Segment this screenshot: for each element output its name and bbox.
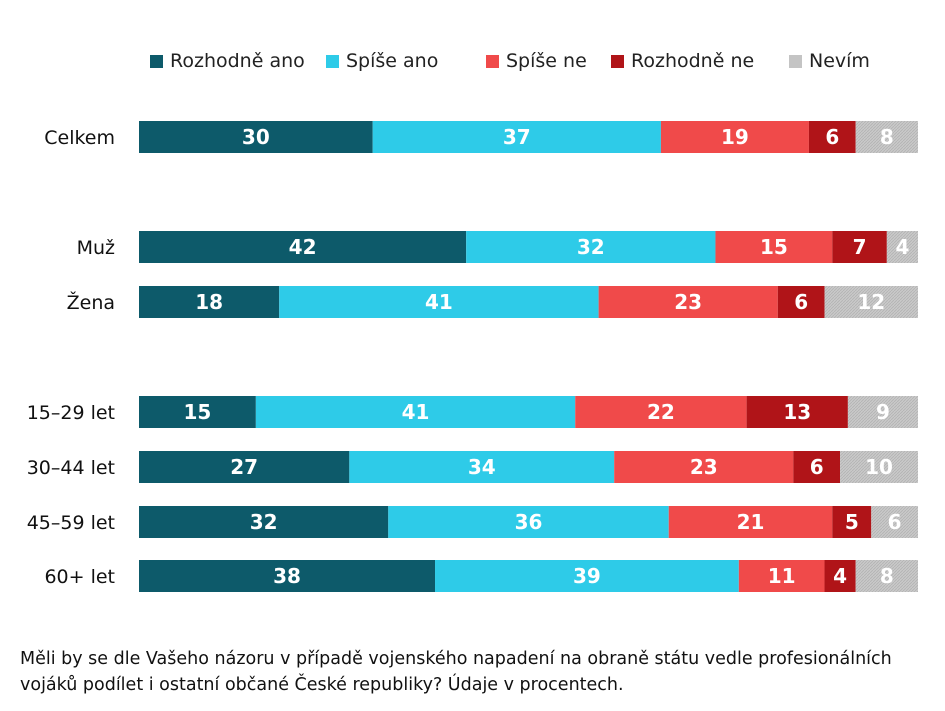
bar-segment bbox=[139, 506, 389, 538]
data-label: 32 bbox=[577, 235, 605, 259]
bar-segment bbox=[139, 396, 256, 428]
bar-segment bbox=[840, 451, 918, 483]
data-label: 18 bbox=[195, 290, 223, 314]
data-label: 39 bbox=[573, 564, 601, 588]
data-label: 5 bbox=[845, 510, 859, 534]
bar-segment bbox=[832, 506, 872, 538]
bar-segment bbox=[793, 451, 841, 483]
bar-segment bbox=[435, 560, 739, 592]
bar-segment bbox=[388, 506, 669, 538]
bar-segment bbox=[614, 451, 794, 483]
bar-segment bbox=[139, 121, 373, 153]
data-label: 15 bbox=[760, 235, 788, 259]
data-label: 21 bbox=[737, 510, 765, 534]
bar-segment bbox=[832, 231, 887, 263]
bar-segment bbox=[668, 506, 833, 538]
bar-segment bbox=[855, 560, 918, 592]
bar-segment bbox=[847, 396, 918, 428]
data-label: 37 bbox=[503, 125, 531, 149]
bar-segment bbox=[777, 286, 825, 318]
bar-segment bbox=[139, 231, 467, 263]
data-label: 34 bbox=[468, 455, 496, 479]
bar-segment bbox=[855, 121, 918, 153]
data-label: 22 bbox=[647, 400, 675, 424]
data-label: 38 bbox=[273, 564, 301, 588]
data-label: 23 bbox=[690, 455, 718, 479]
bar-segment bbox=[139, 451, 350, 483]
bar-segment bbox=[279, 286, 599, 318]
row-label: Muž bbox=[77, 237, 115, 259]
data-label: 41 bbox=[425, 290, 453, 314]
bar-segment bbox=[715, 231, 833, 263]
bar-segment bbox=[808, 121, 856, 153]
data-label: 36 bbox=[515, 510, 543, 534]
bar-segment bbox=[660, 121, 809, 153]
bar-segment bbox=[575, 396, 747, 428]
data-label: 12 bbox=[857, 290, 885, 314]
bar-segment bbox=[871, 506, 918, 538]
data-label: 6 bbox=[810, 455, 824, 479]
data-label: 13 bbox=[783, 400, 811, 424]
data-label: 9 bbox=[876, 400, 890, 424]
chart-caption: Měli by se dle Vašeho názoru v případě v… bbox=[20, 649, 892, 695]
bar-segment bbox=[466, 231, 716, 263]
row-label: 15–29 let bbox=[27, 402, 115, 424]
data-label: 8 bbox=[880, 125, 894, 149]
bar-segment bbox=[255, 396, 576, 428]
data-label: 41 bbox=[402, 400, 430, 424]
data-label: 6 bbox=[825, 125, 839, 149]
data-label: 19 bbox=[721, 125, 749, 149]
bar-segment bbox=[746, 396, 848, 428]
bar-segment bbox=[139, 560, 436, 592]
row-label: Žena bbox=[67, 291, 115, 314]
data-label: 42 bbox=[289, 235, 317, 259]
row-label: 30–44 let bbox=[27, 457, 115, 479]
data-label: 11 bbox=[768, 564, 796, 588]
bar-segment bbox=[139, 286, 280, 318]
data-label: 6 bbox=[794, 290, 808, 314]
data-label: 15 bbox=[184, 400, 212, 424]
bar-segment bbox=[598, 286, 778, 318]
data-label: 32 bbox=[250, 510, 278, 534]
data-label: 27 bbox=[230, 455, 258, 479]
bar-segment bbox=[886, 231, 918, 263]
data-label: 23 bbox=[674, 290, 702, 314]
data-label: 6 bbox=[888, 510, 902, 534]
data-label: 30 bbox=[242, 125, 270, 149]
data-label: 8 bbox=[880, 564, 894, 588]
row-label: 60+ let bbox=[44, 566, 115, 588]
data-label: 4 bbox=[895, 235, 909, 259]
bar-segment bbox=[824, 286, 918, 318]
bar-segment bbox=[372, 121, 661, 153]
data-label: 7 bbox=[853, 235, 867, 259]
bar-segment bbox=[824, 560, 856, 592]
row-label: Celkem bbox=[44, 127, 115, 149]
bar-segment bbox=[738, 560, 825, 592]
data-label: 4 bbox=[833, 564, 847, 588]
data-label: 10 bbox=[865, 455, 893, 479]
bar-segment bbox=[349, 451, 615, 483]
row-label: 45–59 let bbox=[27, 512, 115, 534]
